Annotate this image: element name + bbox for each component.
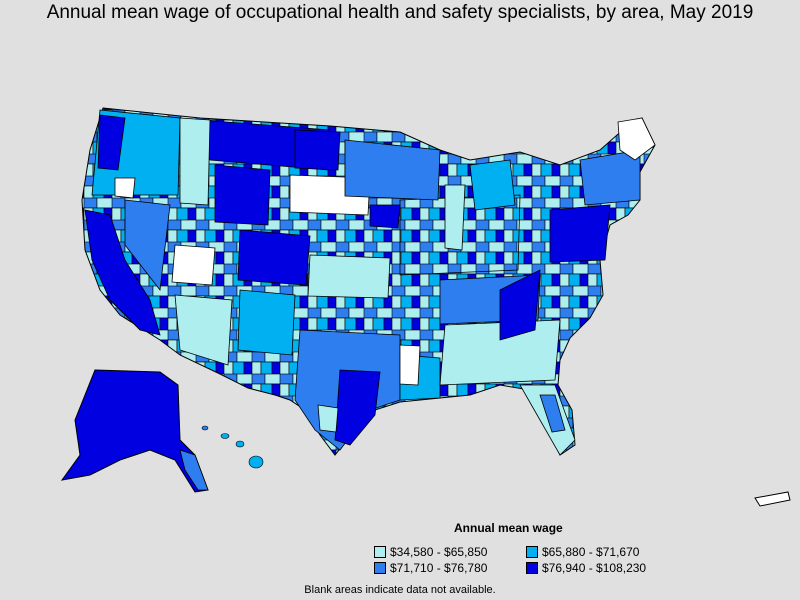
alaska-southeast xyxy=(179,449,209,491)
legend-swatch-1 xyxy=(374,546,386,558)
puerto-rico xyxy=(754,491,791,507)
california-coast xyxy=(84,209,161,336)
florida-blue xyxy=(539,394,566,433)
kansas-region xyxy=(307,254,391,299)
legend-swatch-3 xyxy=(374,562,386,574)
florida-region xyxy=(519,384,576,456)
mid-atlantic-region xyxy=(549,204,611,263)
northeast-region xyxy=(579,149,641,206)
new-mexico-region xyxy=(237,289,296,356)
legend-item-3: $71,710 - $76,780 xyxy=(374,561,487,575)
map-title: Annual mean wage of occupational health … xyxy=(46,2,754,23)
legend-swatch-2 xyxy=(526,546,538,558)
idaho-region xyxy=(179,117,211,206)
maine-blank xyxy=(617,117,656,161)
seattle-portland-region xyxy=(97,114,126,171)
alaska xyxy=(60,369,209,493)
legend-label-3: $71,710 - $76,780 xyxy=(390,561,488,575)
texas-gulf-region xyxy=(334,369,381,446)
data-availability-note: Blank areas indicate data not available. xyxy=(304,584,496,596)
appalachia-region xyxy=(499,269,541,341)
michigan-region xyxy=(469,159,516,211)
legend-swatch-4 xyxy=(526,562,538,574)
arizona-region xyxy=(174,294,233,366)
south-texas-blank xyxy=(317,404,339,433)
legend-label-1: $34,580 - $65,850 xyxy=(390,545,488,559)
north-dakota-region xyxy=(294,129,341,171)
mississippi-blank xyxy=(399,344,421,386)
minnesota-wisconsin-region xyxy=(344,139,441,201)
nevada-region xyxy=(124,199,171,292)
hawaii xyxy=(201,425,264,469)
utah-blank xyxy=(171,244,216,286)
wyoming-region xyxy=(214,164,271,226)
minnesota-urban xyxy=(369,204,401,229)
legend-item-2: $65,880 - $71,670 xyxy=(526,545,639,559)
legend-label-4: $76,940 - $108,230 xyxy=(542,561,647,575)
legend-title: Annual mean wage xyxy=(454,521,563,535)
legend-item-4: $76,940 - $108,230 xyxy=(526,561,646,575)
colorado-region xyxy=(237,229,311,286)
illinois-blank xyxy=(444,184,466,251)
oregon-blank xyxy=(114,177,136,199)
legend-label-2: $65,880 - $71,670 xyxy=(542,545,640,559)
legend-item-1: $34,580 - $65,850 xyxy=(374,545,487,559)
